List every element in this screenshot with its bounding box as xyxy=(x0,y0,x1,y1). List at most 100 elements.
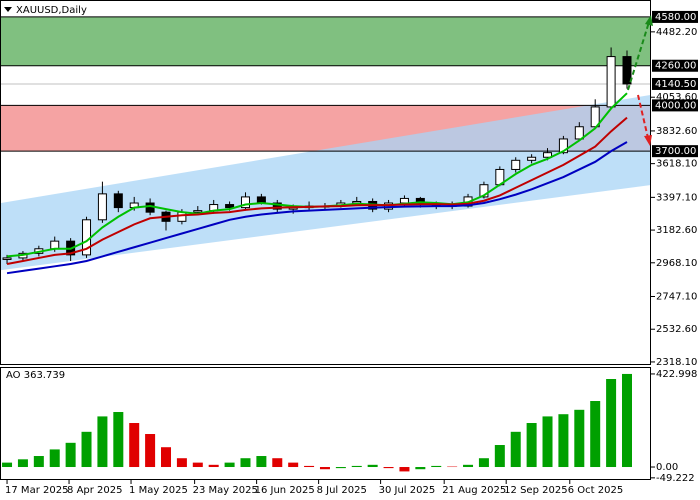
level-label: 3700.00 xyxy=(655,146,696,157)
candle-body xyxy=(574,126,584,140)
y-tick-label: 2747.10 xyxy=(656,291,697,302)
menu-triangle xyxy=(4,7,12,12)
x-tick-label: 30 Jul 2025 xyxy=(379,485,436,496)
ao-bar xyxy=(81,431,92,468)
ao-bar xyxy=(240,458,251,468)
level-box xyxy=(652,59,698,72)
candle-body xyxy=(511,159,521,170)
candle-body xyxy=(272,202,282,210)
ao-bar xyxy=(33,456,44,468)
y-tick-label: -49.222 xyxy=(656,473,695,484)
candle-body xyxy=(225,204,235,209)
level-label: 4260.00 xyxy=(655,61,696,72)
ao-bar xyxy=(272,458,283,468)
chart-title: XAUUSD,Daily xyxy=(16,5,87,16)
zone xyxy=(1,16,651,66)
ao-bar xyxy=(510,431,521,468)
up-arrow-head xyxy=(645,15,653,26)
ao-bar xyxy=(288,462,299,468)
x-tick-label: 1 May 2025 xyxy=(129,485,188,496)
ao-bar xyxy=(574,409,585,468)
ao-bar xyxy=(383,467,394,469)
level-box xyxy=(652,77,698,90)
ao-bar xyxy=(367,464,378,468)
ao-bar xyxy=(17,459,28,468)
ao-bar xyxy=(542,416,553,468)
y-tick-label: 2532.60 xyxy=(656,324,697,335)
x-tick-label: 8 Apr 2025 xyxy=(67,485,122,496)
y-tick-label: 3618.10 xyxy=(656,159,697,170)
plot-layer: 4482.20 4053.60 3832.60 3618.10 3397.10 3182.… xyxy=(1,10,698,496)
ao-bar xyxy=(399,467,410,472)
ao-bar xyxy=(558,414,569,468)
candle-body xyxy=(606,56,616,108)
ao-bar xyxy=(478,458,489,468)
candle-body xyxy=(193,210,203,213)
level-box xyxy=(652,145,698,158)
down-arrow-head xyxy=(644,135,652,146)
ao-bar xyxy=(256,456,267,468)
ao-bar xyxy=(606,379,617,468)
ao-bar xyxy=(415,467,426,470)
y-tick-label: 3397.10 xyxy=(656,192,697,203)
candle-body xyxy=(240,196,250,209)
price-frame xyxy=(0,0,651,365)
ao-bar xyxy=(304,465,315,468)
ao-bar xyxy=(176,458,187,468)
x-tick-label: 8 Jul 2025 xyxy=(317,485,367,496)
candle-body xyxy=(50,240,60,250)
ao-bar xyxy=(621,373,632,468)
y-tick-label: 422.998 xyxy=(656,369,697,380)
candle-body xyxy=(97,193,107,221)
level-label: 4000.00 xyxy=(655,100,696,111)
ao-bar xyxy=(2,462,13,468)
candle-body xyxy=(177,211,187,222)
y-tick-label: 0.00 xyxy=(656,462,678,473)
x-tick-label: 23 May 2025 xyxy=(193,485,258,496)
ao-bar xyxy=(129,423,140,468)
ao-title: AO 363.739 xyxy=(6,370,65,381)
ao-frame xyxy=(0,367,651,480)
candle-body xyxy=(113,193,123,209)
x-tick-label: 6 Oct 2025 xyxy=(568,485,623,496)
ao-bar xyxy=(463,464,474,468)
x-tick-label: 21 Aug 2025 xyxy=(442,485,506,496)
candle-body xyxy=(479,184,489,198)
y-tick-label: 2968.10 xyxy=(656,258,697,269)
y-tick-label: 3182.60 xyxy=(656,225,697,236)
ao-bar xyxy=(145,434,156,468)
candle-body xyxy=(622,56,632,85)
ao-bar xyxy=(49,449,60,468)
moving-average xyxy=(6,116,628,266)
ao-bar xyxy=(351,465,362,468)
ao-bar xyxy=(431,465,442,468)
x-tick-label: 17 Mar 2025 xyxy=(5,485,68,496)
ao-bar xyxy=(224,462,235,468)
candle-body xyxy=(558,138,568,154)
forecast-arrows xyxy=(627,15,653,146)
ao-bar xyxy=(319,467,330,470)
level-box xyxy=(652,10,698,23)
ao-bar xyxy=(113,412,124,468)
up-arrow xyxy=(627,21,650,91)
ao-bar xyxy=(97,416,108,468)
ao-bar xyxy=(494,445,505,468)
ao-bar xyxy=(590,401,601,468)
x-tick-label: 12 Sep 2025 xyxy=(504,485,567,496)
y-tick-label: 3832.60 xyxy=(656,126,697,137)
y-tick-label: 4482.20 xyxy=(656,27,697,38)
candle-body xyxy=(399,197,409,204)
ao-bar xyxy=(335,467,346,469)
candle-body xyxy=(2,257,12,260)
ao-bar xyxy=(526,423,537,468)
level-label: 4580.00 xyxy=(655,12,696,23)
candle-body xyxy=(527,156,537,161)
candle-body xyxy=(543,152,553,158)
x-tick-label: 16 Jun 2025 xyxy=(255,485,315,496)
ao-bar xyxy=(192,462,203,468)
ao-bar xyxy=(161,447,172,468)
y-tick-label: 2318.10 xyxy=(656,357,697,368)
level-label: 4140.50 xyxy=(655,79,696,90)
trend-channel xyxy=(1,94,651,271)
